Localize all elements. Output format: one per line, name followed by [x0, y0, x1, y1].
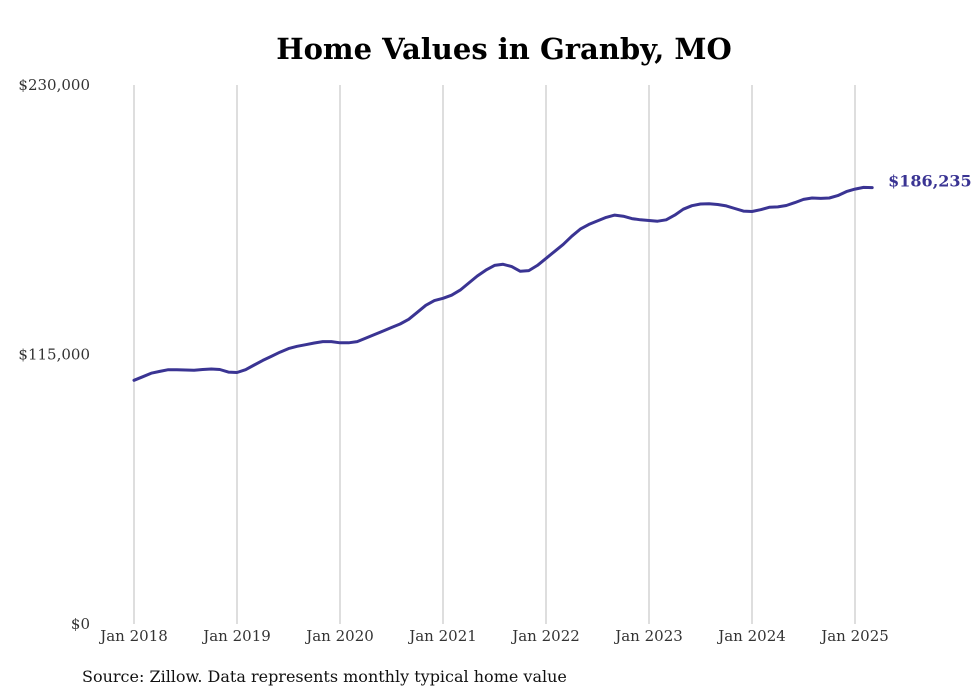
x-tick-label: Jan 2022 — [510, 627, 580, 645]
chart-title: Home Values in Granby, MO — [276, 32, 732, 66]
y-tick-label: $0 — [71, 615, 90, 633]
axis-labels: Jan 2018 Jan 2019 Jan 2020 Jan 2021 Jan 2022… — [18, 76, 888, 645]
x-tick-label: Jan 2024 — [716, 627, 786, 645]
x-tick-label: Jan 2023 — [613, 627, 683, 645]
series-layer: $186,235 — [132, 172, 972, 382]
series-line — [132, 185, 874, 382]
x-tick-label: Jan 2018 — [98, 627, 168, 645]
x-tick-label: Jan 2019 — [201, 627, 271, 645]
x-tick-label: Jan 2021 — [407, 627, 477, 645]
x-tick-label: Jan 2020 — [304, 627, 374, 645]
gridlines — [133, 85, 856, 624]
y-tick-label: $115,000 — [18, 346, 90, 364]
line-chart: Home Values in Granby, MO Jan 2018 Jan 20… — [18, 32, 972, 645]
source-note: Source: Zillow. Data represents monthly … — [82, 667, 567, 686]
y-tick-label: $230,000 — [18, 76, 90, 94]
end-value-label: $186,235 — [888, 172, 972, 191]
x-tick-label: Jan 2025 — [819, 627, 889, 645]
